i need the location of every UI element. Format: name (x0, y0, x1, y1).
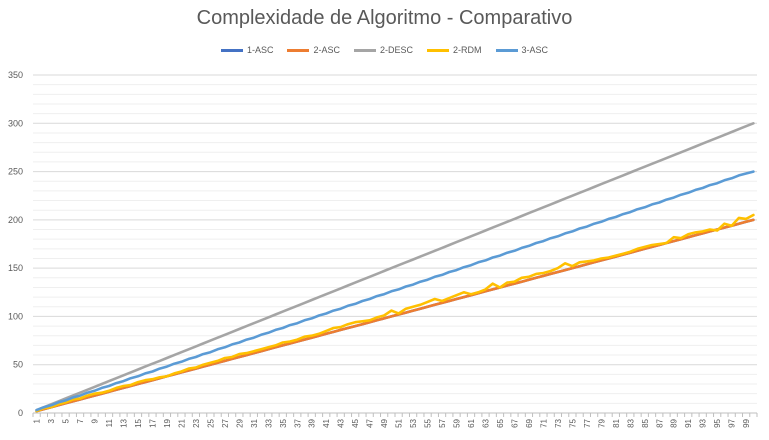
y-tick-label: 100 (8, 311, 23, 321)
legend-label: 1-ASC (246, 45, 274, 55)
x-tick-label: 51 (395, 418, 404, 427)
x-tick-label: 13 (120, 418, 129, 427)
legend: 1-ASC 2-ASC 2-DESC 2-RDM 3-ASC (0, 45, 769, 55)
chart-title: Complexidade de Algoritmo - Comparativo (196, 7, 573, 29)
series-line-2-desc (35, 122, 755, 412)
x-tick-label: 69 (525, 418, 534, 427)
x-tick-label: 25 (206, 418, 215, 427)
x-tick-label: 91 (684, 418, 693, 427)
x-tick-label: 23 (192, 418, 201, 427)
legend-item: 1-ASC (220, 45, 274, 55)
legend-item: 2-ASC (287, 45, 340, 55)
major-gridlines (33, 74, 757, 414)
y-tick-label: 350 (8, 70, 23, 80)
x-tick-label: 93 (699, 418, 708, 427)
legend-label: 3-ASC (521, 45, 549, 55)
x-tick-label: 31 (250, 418, 259, 427)
y-tick-label: 0 (18, 408, 23, 418)
x-tick-label: 79 (597, 418, 606, 427)
x-tick-label: 39 (308, 418, 317, 427)
x-axis: 1 3 5 7 9 11 13 15 17 19 21 23 25 27 29 31 33 35 37 39 41 43 4… (32, 412, 758, 428)
x-tick-label: 15 (134, 418, 143, 427)
x-tick-label: 11 (105, 418, 114, 427)
x-tick-label: 7 (76, 418, 85, 423)
legend-label: 2-DESC (380, 45, 414, 55)
x-tick-label: 67 (510, 418, 519, 427)
x-tick-label: 99 (742, 418, 751, 427)
y-tick-label: 50 (13, 360, 23, 370)
x-tick-label: 53 (409, 418, 418, 427)
x-tick-label: 81 (612, 418, 621, 427)
x-tick-label: 95 (713, 418, 722, 427)
x-tick-label: 5 (62, 418, 71, 423)
legend-swatch (427, 48, 450, 52)
legend-item: 2-DESC (354, 45, 413, 55)
y-tick-label: 150 (8, 263, 23, 273)
legend-label: 2-RDM (453, 45, 482, 55)
minor-gridlines (33, 84, 757, 404)
x-tick-label: 19 (163, 418, 172, 427)
y-tick-label: 250 (8, 167, 23, 177)
x-tick-label: 65 (496, 418, 505, 427)
x-tick-label: 49 (380, 418, 389, 427)
x-tick-label: 3 (47, 418, 56, 423)
x-tick-label: 63 (482, 418, 491, 427)
legend-item: 2-RDM (427, 45, 482, 55)
x-tick-label: 29 (235, 418, 244, 427)
x-tick-label: 55 (424, 418, 433, 427)
y-tick-label: 300 (8, 118, 23, 128)
x-tick-label: 9 (91, 418, 100, 423)
x-tick-label: 35 (279, 418, 288, 427)
x-tick-label: 1 (33, 418, 42, 423)
x-tick-label: 89 (670, 418, 679, 427)
series-line-2-rdm (35, 213, 755, 413)
x-tick-label: 33 (264, 418, 273, 427)
x-tick-label: 45 (351, 418, 360, 427)
legend-swatch (354, 48, 376, 52)
series-line-3-asc (35, 170, 755, 412)
x-tick-label: 83 (626, 418, 635, 427)
x-tick-label: 85 (641, 418, 650, 427)
x-tick-label: 59 (453, 418, 462, 427)
x-tick-label: 41 (322, 418, 331, 427)
y-axis: 0 50 100 150 200 250 300 350 (8, 70, 23, 418)
x-tick-label: 77 (583, 418, 592, 427)
x-tick-label: 57 (438, 418, 447, 427)
series-lines (35, 122, 755, 413)
x-tick-label: 27 (221, 418, 230, 427)
legend-swatch (220, 48, 243, 52)
x-tick-label: 75 (568, 418, 577, 427)
x-tick-label: 21 (177, 418, 186, 427)
x-tick-label: 17 (148, 418, 157, 427)
x-tick-label: 97 (728, 418, 737, 427)
legend-item: 3-ASC (495, 45, 549, 55)
y-tick-label: 200 (8, 215, 23, 225)
legend-label: 2-ASC (313, 45, 340, 55)
x-tick-label: 43 (337, 418, 346, 427)
legend-swatch (287, 48, 310, 52)
x-tick-label: 87 (655, 418, 664, 427)
legend-swatch (495, 48, 518, 52)
x-tick-label: 37 (293, 418, 302, 427)
x-tick-label: 73 (554, 418, 563, 427)
x-tick-label: 47 (366, 418, 375, 427)
x-tick-label: 71 (539, 418, 548, 427)
x-tick-label: 61 (467, 418, 476, 427)
